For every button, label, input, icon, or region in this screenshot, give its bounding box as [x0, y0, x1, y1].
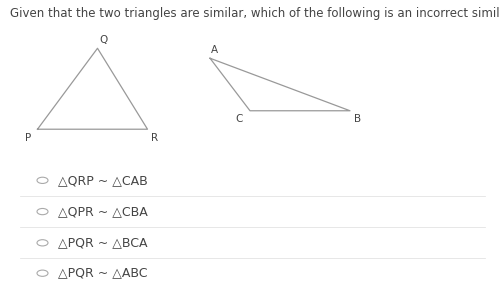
Text: B: B — [354, 114, 361, 124]
Text: △PQR ~ △ABC: △PQR ~ △ABC — [58, 267, 147, 280]
Text: △PQR ~ △BCA: △PQR ~ △BCA — [58, 236, 147, 249]
Text: A: A — [210, 45, 218, 55]
Text: Given that the two triangles are similar, which of the following is an incorrect: Given that the two triangles are similar… — [10, 7, 500, 20]
Text: C: C — [236, 114, 242, 124]
Text: R: R — [152, 133, 158, 143]
Text: P: P — [26, 133, 32, 143]
Text: △QPR ~ △CBA: △QPR ~ △CBA — [58, 205, 147, 218]
Text: △QRP ~ △CAB: △QRP ~ △CAB — [58, 174, 147, 187]
Text: Q: Q — [100, 36, 108, 45]
